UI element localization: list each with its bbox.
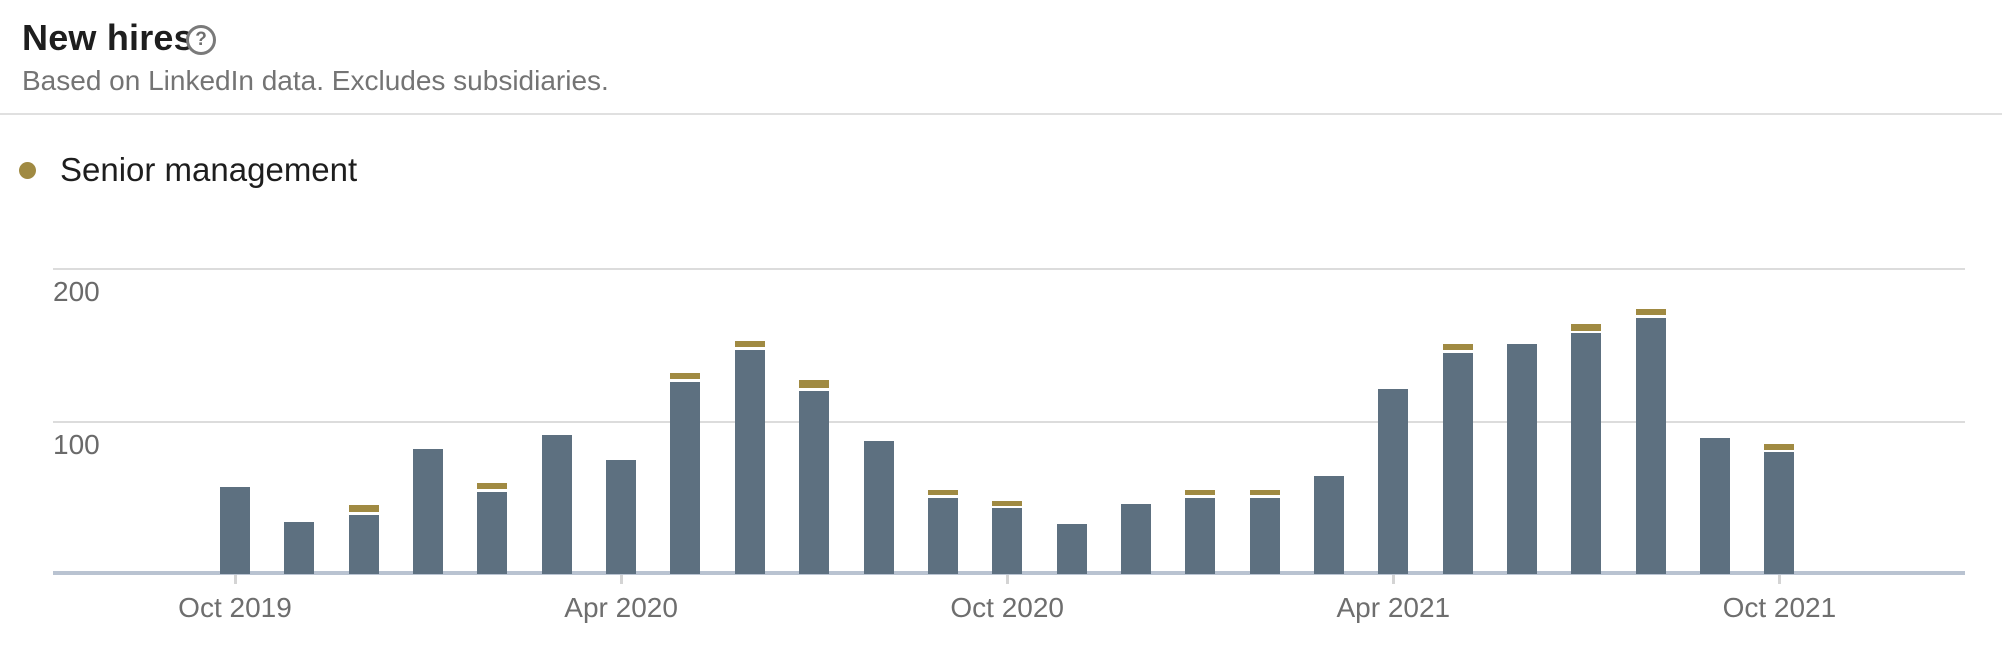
- bar-mar-2021[interactable]: [1313, 476, 1344, 574]
- bar-jul-2021[interactable]: [1571, 333, 1602, 574]
- x-axis-label-oct-2020: Oct 2020: [950, 592, 1065, 623]
- bar-jan-2020[interactable]: [413, 448, 444, 574]
- bar-oct-2019[interactable]: [220, 487, 250, 574]
- bar-senior-cap-jul-2020[interactable]: [799, 380, 830, 389]
- legend-item-senior-management[interactable]: Senior management: [19, 150, 357, 190]
- bar-senior-cap-oct-2021[interactable]: [1764, 444, 1795, 450]
- bar-senior-cap-jan-2021[interactable]: [1185, 490, 1216, 496]
- bar-nov-2019[interactable]: [284, 522, 315, 574]
- page-title: New hires: [22, 17, 194, 58]
- header-divider: [0, 113, 2002, 115]
- bar-senior-cap-jun-2020[interactable]: [734, 340, 765, 348]
- bar-jul-2020[interactable]: [799, 391, 830, 574]
- legend-dot-icon: [19, 161, 36, 179]
- help-icon[interactable]: ?: [186, 25, 216, 55]
- bar-feb-2020[interactable]: [477, 491, 508, 574]
- bar-senior-cap-oct-2020[interactable]: [992, 500, 1023, 506]
- bar-senior-cap-feb-2021[interactable]: [1249, 490, 1280, 496]
- bar-jun-2021[interactable]: [1507, 343, 1537, 574]
- bar-senior-cap-dec-2019[interactable]: [348, 505, 379, 513]
- bar-apr-2020[interactable]: [606, 459, 637, 574]
- bar-oct-2020[interactable]: [992, 508, 1023, 574]
- x-axis-tick-1: [619, 574, 623, 584]
- bar-senior-cap-jul-2021[interactable]: [1571, 323, 1602, 331]
- y-axis-label-100: 100: [53, 428, 100, 460]
- y-axis-label-200: 200: [53, 276, 100, 307]
- chart-subtitle: Based on LinkedIn data. Excludes subsidi…: [22, 65, 609, 96]
- bar-senior-cap-feb-2020[interactable]: [477, 482, 508, 490]
- bar-aug-2020[interactable]: [863, 441, 894, 574]
- bar-apr-2021[interactable]: [1378, 389, 1409, 574]
- bar-dec-2020[interactable]: [1120, 503, 1151, 574]
- gridline-200: [53, 268, 1965, 270]
- gridline-100: [53, 420, 1965, 423]
- x-axis-tick-3: [1391, 574, 1395, 584]
- legend-label: Senior management: [60, 151, 358, 188]
- x-axis-label-oct-2021: Oct 2021: [1722, 592, 1837, 623]
- bar-aug-2021[interactable]: [1635, 317, 1666, 574]
- bar-senior-cap-may-2020[interactable]: [670, 372, 701, 380]
- bar-sep-2021[interactable]: [1700, 438, 1731, 574]
- x-axis-tick-0: [233, 574, 237, 584]
- bar-jun-2020[interactable]: [734, 349, 765, 574]
- bar-senior-cap-may-2021[interactable]: [1442, 343, 1473, 351]
- x-axis-tick-4: [1777, 574, 1781, 584]
- bar-senior-cap-sep-2020[interactable]: [927, 490, 958, 496]
- x-axis-tick-2: [1005, 574, 1009, 584]
- bar-dec-2019[interactable]: [348, 514, 379, 574]
- bar-jan-2021[interactable]: [1185, 497, 1216, 574]
- x-axis-label-apr-2020: Apr 2020: [564, 592, 678, 623]
- bar-may-2020[interactable]: [670, 381, 701, 574]
- bar-mar-2020[interactable]: [541, 435, 572, 574]
- x-axis-label-oct-2019: Oct 2019: [178, 592, 292, 623]
- bar-nov-2020[interactable]: [1056, 523, 1087, 574]
- x-axis-label-apr-2021: Apr 2021: [1336, 592, 1451, 623]
- question-mark-glyph: ?: [195, 29, 207, 50]
- bar-senior-cap-aug-2021[interactable]: [1635, 308, 1666, 316]
- bar-sep-2020[interactable]: [927, 497, 958, 574]
- bar-may-2021[interactable]: [1442, 352, 1473, 574]
- bar-feb-2021[interactable]: [1249, 497, 1280, 574]
- bar-oct-2021[interactable]: [1764, 452, 1795, 574]
